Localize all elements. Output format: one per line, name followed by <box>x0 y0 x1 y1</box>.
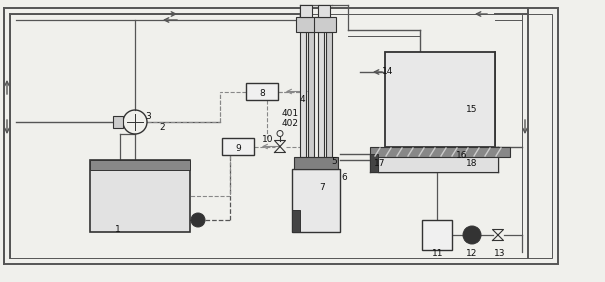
Bar <box>296 17 318 32</box>
Bar <box>370 154 378 172</box>
Text: 18: 18 <box>466 160 478 169</box>
Text: 12: 12 <box>466 250 478 259</box>
Bar <box>222 138 254 155</box>
Text: 1: 1 <box>115 226 121 235</box>
Text: 4: 4 <box>299 96 305 105</box>
Bar <box>308 32 314 157</box>
Bar <box>90 160 190 232</box>
Bar <box>370 147 510 157</box>
Bar <box>294 157 338 169</box>
Bar <box>90 160 190 170</box>
Bar <box>113 116 123 128</box>
Text: 9: 9 <box>235 144 241 153</box>
Text: 401: 401 <box>281 109 298 118</box>
Circle shape <box>463 226 481 244</box>
Text: 2: 2 <box>159 124 165 133</box>
Text: 14: 14 <box>382 67 394 76</box>
Bar <box>318 32 324 157</box>
Bar <box>318 5 330 17</box>
Text: 17: 17 <box>374 160 386 169</box>
Bar <box>300 32 306 157</box>
Text: 10: 10 <box>262 135 273 144</box>
Bar <box>385 52 495 147</box>
Bar <box>314 17 336 32</box>
Text: 6: 6 <box>341 173 347 182</box>
Text: 13: 13 <box>494 250 506 259</box>
Text: 7: 7 <box>319 182 325 191</box>
Circle shape <box>191 213 205 227</box>
Bar <box>325 32 332 157</box>
Bar <box>292 169 340 232</box>
Text: 402: 402 <box>281 120 298 129</box>
Bar <box>300 5 312 17</box>
Bar <box>246 83 278 100</box>
Text: 8: 8 <box>259 89 265 98</box>
Text: 15: 15 <box>466 105 478 114</box>
Bar <box>10 14 552 258</box>
Bar <box>378 154 498 172</box>
Text: 11: 11 <box>432 250 443 259</box>
Text: 16: 16 <box>456 151 468 160</box>
Text: 3: 3 <box>145 113 151 122</box>
Bar <box>422 220 452 250</box>
Bar <box>292 210 300 232</box>
Text: 5: 5 <box>331 158 337 166</box>
